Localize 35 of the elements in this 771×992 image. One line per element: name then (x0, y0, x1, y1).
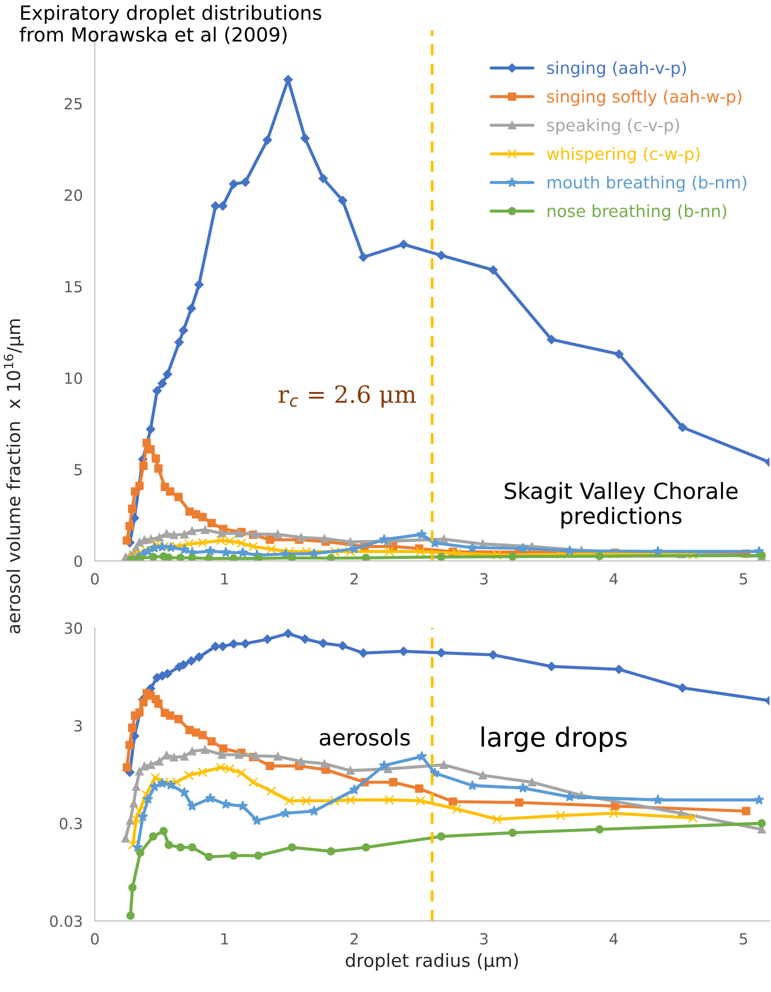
y-tick-label: 30 (64, 622, 82, 634)
ref-line-label: r$_{c}$ = 2.6 μm (278, 385, 416, 408)
x-tick-label: 0 (90, 933, 99, 945)
x-tick-label: 4 (610, 933, 618, 944)
x-tick-label: 5 (740, 933, 748, 945)
y-tick-label: 3 (74, 720, 82, 732)
legend-label: speaking (c-v-p) (547, 118, 680, 135)
y-tick-label: 15 (65, 281, 82, 292)
chart-title: Expiratory droplet distributions from Morawska et al (2009) (20, 4, 322, 44)
x-axis-title: droplet radius (μm) (346, 953, 518, 971)
x-tick-label: 3 (480, 933, 488, 945)
y-tick-label: 5 (74, 464, 82, 476)
annotation: Skagit Valley Chorale predictions (504, 482, 738, 528)
y-tick-label: 0.3 (60, 818, 82, 830)
y-tick-label: 10 (65, 372, 82, 384)
legend-label: nose breathing (b-nn) (548, 204, 726, 220)
x-tick-label: 2 (350, 933, 358, 944)
legend-label: singing (aah-v-p) (547, 61, 686, 78)
y-tick-label: 0 (74, 555, 82, 567)
x-tick-label: 0 (90, 573, 99, 585)
x-tick-label: 2 (350, 573, 358, 584)
y-tick-label: 20 (64, 189, 82, 201)
y-axis-title: aerosol volume fraction x 10$^{16}$/μm (4, 319, 24, 634)
x-tick-label: 5 (740, 573, 748, 585)
legend-label: singing softly (aah-w-p) (547, 90, 742, 106)
x-tick-label: 4 (610, 573, 618, 584)
annotation: aerosols (320, 728, 410, 746)
y-tick-label: 25 (64, 98, 82, 110)
x-tick-label: 1 (221, 573, 228, 584)
x-tick-label: 1 (221, 933, 228, 944)
y-tick-label: 0.03 (50, 915, 82, 927)
legend-label: mouth breathing (b-nm) (548, 176, 746, 192)
x-tick-label: 3 (480, 573, 488, 585)
annotation: large drops (482, 726, 627, 752)
legend-label: whispering (c-w-p) (546, 147, 700, 164)
